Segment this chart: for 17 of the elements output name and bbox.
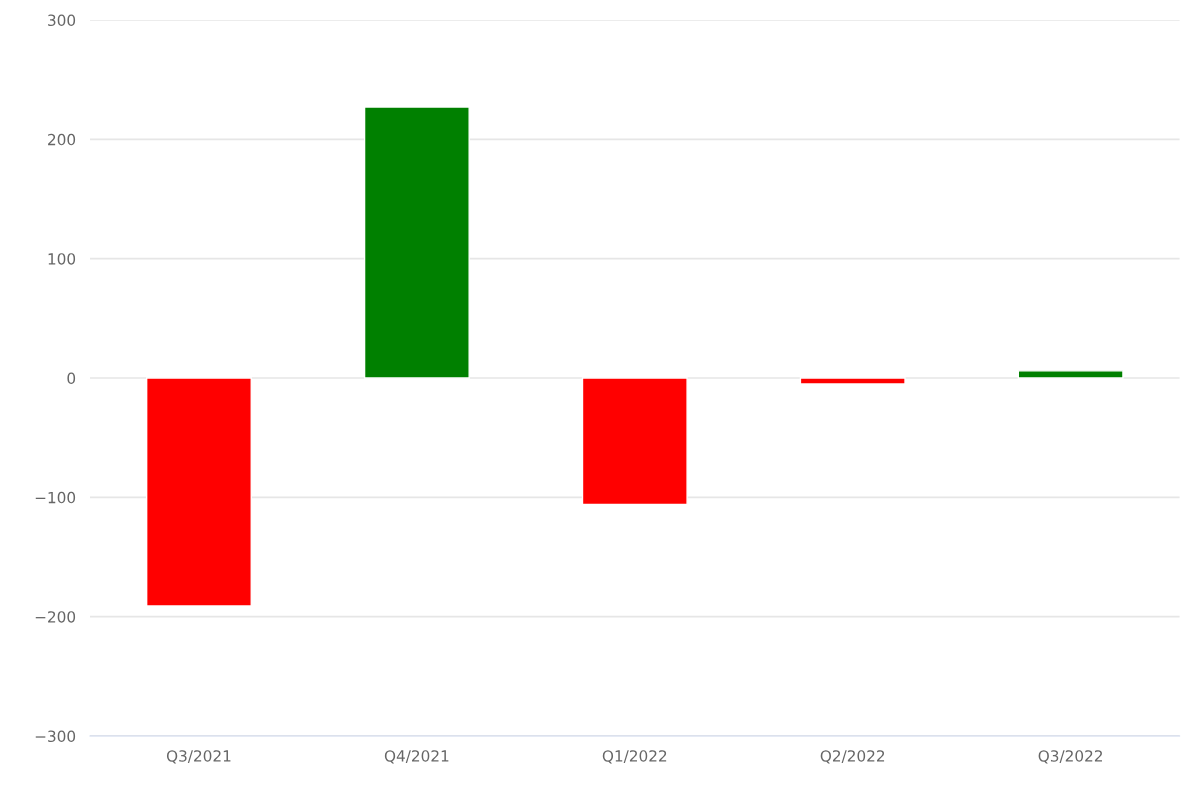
x-tick-label: Q1/2022 (602, 750, 667, 764)
bar (363, 106, 470, 379)
y-tick-label: −200 (35, 611, 76, 623)
y-tick-label: 0 (67, 372, 76, 385)
y-tick-label: −100 (35, 491, 76, 504)
y-tick-label: 300 (48, 14, 76, 27)
bar (581, 377, 688, 506)
y-tick-label: 100 (48, 253, 76, 265)
bar (1017, 370, 1124, 379)
bar (145, 377, 252, 607)
x-tick-label: Q3/2021 (166, 750, 231, 764)
y-tick-label: −300 (35, 730, 76, 743)
x-tick-label: Q4/2021 (384, 750, 449, 764)
y-tick-label: 200 (48, 133, 76, 146)
x-tick-label: Q2/2022 (820, 750, 885, 764)
bar (799, 377, 906, 385)
x-tick-label: Q3/2022 (1038, 750, 1102, 764)
